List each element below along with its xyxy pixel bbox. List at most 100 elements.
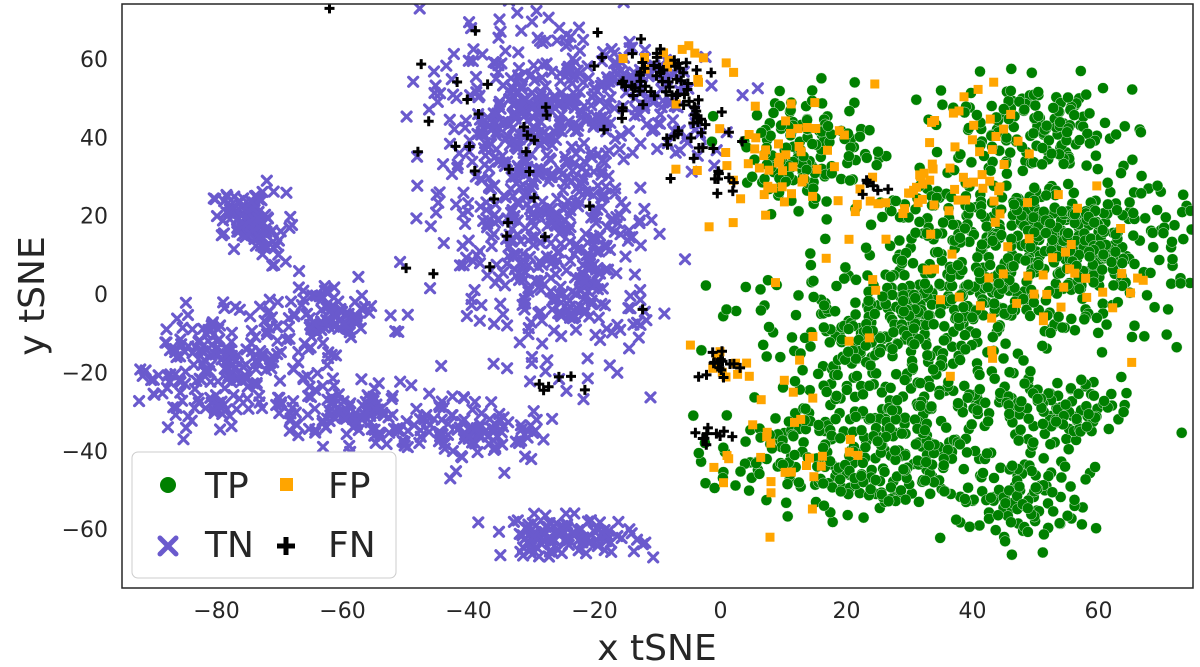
point-tp — [897, 295, 909, 307]
point-tp — [1075, 65, 1087, 77]
point-tp — [1088, 390, 1100, 402]
point-tn — [582, 72, 595, 85]
point-fn — [682, 78, 693, 89]
point-tp — [1141, 289, 1153, 301]
point-tn — [527, 100, 540, 113]
series-tp — [687, 63, 1200, 561]
point-fn — [706, 67, 717, 78]
point-fn — [671, 74, 682, 85]
point-tn — [475, 407, 488, 420]
point-tn — [192, 335, 205, 348]
point-fn — [857, 189, 868, 200]
point-tp — [1195, 207, 1200, 218]
point-tn — [540, 165, 554, 178]
point-tp — [857, 388, 869, 400]
point-fp — [844, 447, 854, 457]
point-fp — [751, 133, 761, 143]
point-fp — [780, 467, 790, 477]
point-tn — [615, 196, 628, 209]
point-tn — [560, 384, 573, 397]
point-tn — [470, 422, 483, 435]
point-fp — [900, 204, 910, 214]
point-fn — [665, 173, 676, 184]
point-tp — [989, 373, 1001, 385]
point-fp — [748, 420, 758, 430]
point-fn — [529, 192, 540, 203]
point-fp — [709, 462, 719, 472]
point-tn — [625, 41, 639, 54]
point-fp — [1029, 289, 1039, 299]
point-tp — [818, 500, 830, 512]
point-tp — [1105, 256, 1118, 268]
point-tp — [763, 321, 775, 333]
point-tn — [489, 441, 502, 454]
point-tp — [760, 494, 773, 506]
point-tp — [1027, 127, 1040, 140]
point-tn — [611, 318, 624, 331]
point-tn — [196, 322, 210, 335]
point-tn — [325, 348, 338, 362]
point-tp — [1081, 420, 1093, 433]
point-tn — [188, 382, 201, 396]
point-tp — [1037, 452, 1050, 464]
point-fp — [817, 451, 827, 461]
point-tp — [1047, 102, 1060, 114]
point-tn — [197, 357, 210, 370]
point-fn — [883, 184, 894, 195]
point-tn — [209, 389, 223, 402]
point-fp — [1127, 357, 1137, 367]
point-tn — [518, 293, 531, 306]
point-fp — [1138, 275, 1148, 285]
point-fp — [950, 142, 960, 152]
point-tn — [525, 231, 538, 244]
point-fn — [566, 371, 576, 382]
point-tp — [1065, 313, 1078, 325]
point-fp — [881, 198, 891, 208]
point-tn — [195, 373, 208, 387]
point-fn — [692, 117, 703, 127]
point-tp — [899, 493, 912, 506]
point-tn — [491, 430, 504, 443]
point-fn — [464, 141, 475, 152]
point-fn — [428, 268, 439, 279]
point-tp — [708, 482, 721, 494]
point-tp — [693, 447, 705, 459]
point-tn — [494, 549, 507, 562]
point-tp — [864, 359, 877, 372]
point-fn — [723, 172, 734, 183]
point-fp — [786, 99, 796, 109]
point-fn — [735, 362, 746, 373]
point-tn — [410, 402, 423, 415]
point-fp — [839, 130, 849, 140]
point-tp — [1175, 427, 1188, 439]
point-tp — [1057, 158, 1070, 170]
point-tn — [597, 110, 611, 123]
point-fp — [948, 108, 958, 118]
point-tp — [959, 493, 971, 505]
point-tn — [333, 405, 346, 418]
point-fp — [671, 164, 681, 174]
point-fp — [989, 196, 999, 206]
point-tn — [393, 424, 406, 437]
point-tp — [870, 474, 882, 486]
point-tp — [1097, 248, 1110, 261]
point-fp — [945, 371, 955, 381]
point-fp — [786, 467, 796, 477]
point-tp — [1128, 258, 1141, 270]
point-tn — [524, 203, 537, 216]
point-tn — [563, 94, 576, 107]
point-tn — [625, 527, 638, 540]
point-tn — [524, 375, 537, 388]
point-tn — [382, 411, 395, 424]
point-tn — [581, 60, 594, 73]
point-fp — [692, 166, 702, 175]
point-tp — [1043, 134, 1055, 147]
point-tp — [977, 467, 989, 479]
point-tn — [581, 372, 594, 385]
point-fp — [766, 488, 776, 498]
point-tn — [566, 311, 580, 324]
point-fn — [693, 94, 704, 105]
point-tp — [1090, 522, 1102, 534]
point-tn — [474, 200, 487, 213]
point-tn — [433, 425, 446, 438]
